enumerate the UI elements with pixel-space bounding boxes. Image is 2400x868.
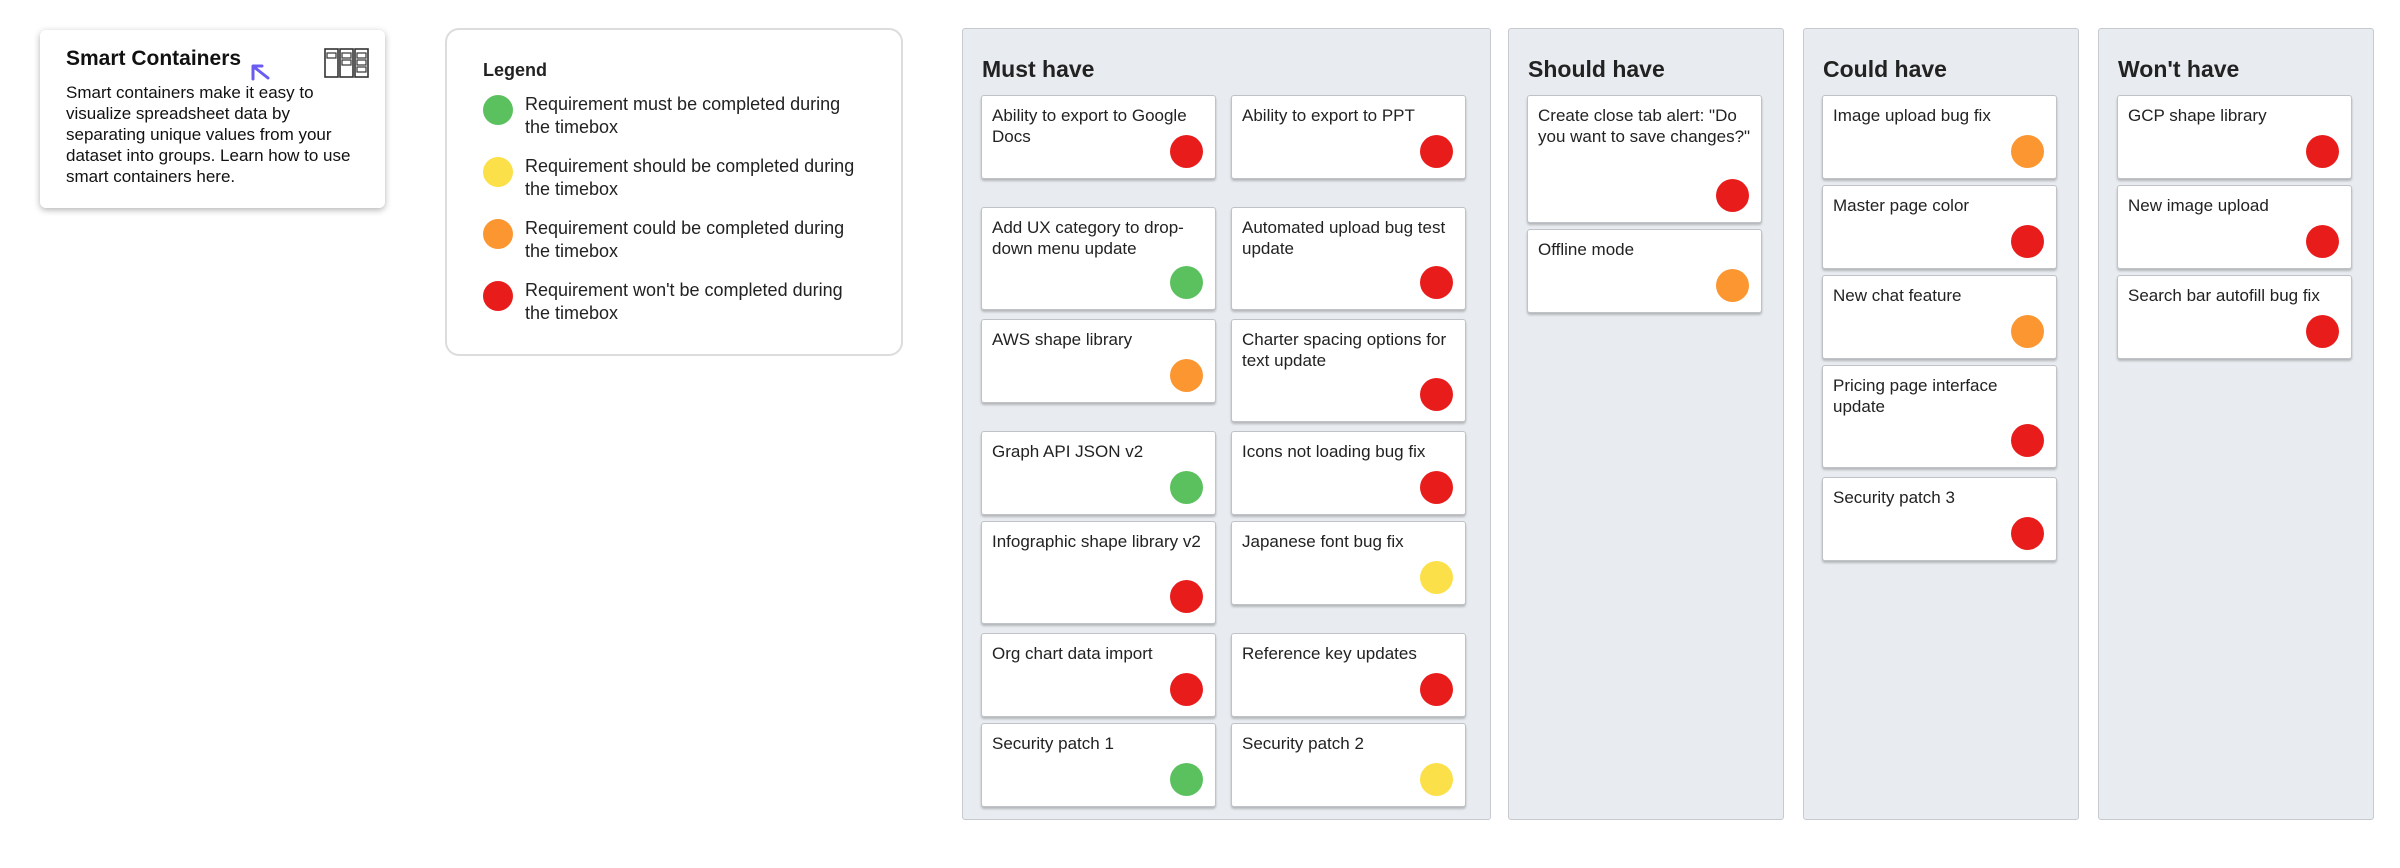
lane-title: Won't have <box>2118 56 2240 82</box>
card-title: Master page color <box>1833 196 1970 215</box>
requirement-card[interactable]: GCP shape library <box>2117 95 2352 179</box>
legend-item-label: Requirement must be completed during the… <box>525 94 841 137</box>
lane-could-have[interactable]: Could have Image upload bug fix Master pa… <box>1803 28 2079 820</box>
priority-dot-icon <box>1170 673 1203 706</box>
requirement-card[interactable]: AWS shape library <box>981 319 1216 403</box>
priority-dot-icon <box>1716 179 1749 212</box>
requirement-card[interactable]: Security patch 3 <box>1822 477 2057 561</box>
priority-dot-icon <box>2011 135 2044 168</box>
requirement-card[interactable]: Org chart data import <box>981 633 1216 717</box>
card-title: Security patch 3 <box>1833 488 1955 507</box>
requirement-card[interactable]: Create close tab alert: "Do you want to … <box>1527 95 1762 223</box>
lane-should-have[interactable]: Should have Create close tab alert: "Do … <box>1508 28 1784 820</box>
legend-item: Requirement must be completed during the… <box>483 93 865 155</box>
card-title: Ability to export to Google Docs <box>992 106 1187 146</box>
card-title: New chat feature <box>1833 286 1962 305</box>
card-title: Graph API JSON v2 <box>992 442 1144 461</box>
requirement-card[interactable]: Search bar autofill bug fix <box>2117 275 2352 359</box>
legend-item-label: Requirement won't be completed during th… <box>525 280 843 323</box>
requirement-card[interactable]: Add UX category to drop-down menu update <box>981 207 1216 310</box>
requirement-card[interactable]: Infographic shape library v2 <box>981 521 1216 624</box>
requirement-card[interactable]: Offline mode <box>1527 229 1762 313</box>
smart-containers-info-card: Smart Containers Smart containers make i… <box>40 30 385 208</box>
card-title: Infographic shape library v2 <box>992 532 1201 551</box>
priority-dot-icon <box>2306 135 2339 168</box>
priority-dot-icon <box>1170 359 1203 392</box>
smart-container-icon[interactable] <box>324 48 370 78</box>
card-title: Image upload bug fix <box>1833 106 1991 125</box>
requirement-card[interactable]: Icons not loading bug fix <box>1231 431 1466 515</box>
card-title: Add UX category to drop-down menu update <box>992 218 1184 258</box>
requirement-card[interactable]: Ability to export to PPT <box>1231 95 1466 179</box>
legend: Legend Requirement must be completed dur… <box>445 28 903 356</box>
requirement-card[interactable]: Charter spacing options for text update <box>1231 319 1466 422</box>
priority-dot-icon <box>1716 269 1749 302</box>
info-title: Smart Containers <box>66 47 242 70</box>
legend-item: Requirement should be completed during t… <box>483 155 865 217</box>
card-title: Ability to export to PPT <box>1242 106 1415 125</box>
lane-title: Must have <box>982 56 1095 82</box>
priority-dot-icon <box>2306 315 2339 348</box>
requirement-card[interactable]: Japanese font bug fix <box>1231 521 1466 605</box>
priority-dot-icon <box>1420 378 1453 411</box>
priority-dot-icon <box>2306 225 2339 258</box>
info-text: Smart containers make it easy to visuali… <box>66 83 351 186</box>
priority-dot-icon <box>1420 135 1453 168</box>
card-title: Pricing page interface update <box>1833 376 1998 416</box>
priority-dot-icon <box>483 157 513 187</box>
priority-dot-icon <box>1420 471 1453 504</box>
priority-dot-icon <box>1420 266 1453 299</box>
legend-title: Legend <box>483 60 548 80</box>
legend-item: Requirement won't be completed during th… <box>483 279 865 341</box>
priority-dot-icon <box>2011 315 2044 348</box>
priority-dot-icon <box>483 281 513 311</box>
priority-dot-icon <box>1170 580 1203 613</box>
cursor-icon <box>251 64 270 81</box>
requirement-card[interactable]: Image upload bug fix <box>1822 95 2057 179</box>
requirement-card[interactable]: Security patch 2 <box>1231 723 1466 807</box>
priority-dot-icon <box>483 95 513 125</box>
card-title: Security patch 2 <box>1242 734 1364 753</box>
priority-dot-icon <box>1170 135 1203 168</box>
card-title: Icons not loading bug fix <box>1242 442 1426 461</box>
priority-dot-icon <box>1420 673 1453 706</box>
lane-title: Could have <box>1823 56 1947 82</box>
card-title: Security patch 1 <box>992 734 1114 753</box>
priority-dot-icon <box>1170 266 1203 299</box>
priority-dot-icon <box>483 219 513 249</box>
requirement-card[interactable]: Graph API JSON v2 <box>981 431 1216 515</box>
priority-dot-icon <box>1420 763 1453 796</box>
priority-dot-icon <box>2011 225 2044 258</box>
requirement-card[interactable]: New chat feature <box>1822 275 2057 359</box>
card-title: Create close tab alert: "Do you want to … <box>1538 106 1751 146</box>
card-title: Org chart data import <box>992 644 1153 663</box>
legend-item-label: Requirement could be completed during th… <box>525 218 845 261</box>
requirement-card[interactable]: Reference key updates <box>1231 633 1466 717</box>
lane-wont-have[interactable]: Won't have GCP shape library New image up… <box>2098 28 2374 820</box>
card-title: GCP shape library <box>2128 106 2267 125</box>
lane-title: Should have <box>1528 56 1665 82</box>
requirement-card[interactable]: Ability to export to Google Docs <box>981 95 1216 179</box>
card-title: Automated upload bug test update <box>1242 218 1446 258</box>
lane-must-have[interactable]: Must have Ability to export to Google Do… <box>962 28 1491 820</box>
legend-item: Requirement could be completed during th… <box>483 217 865 279</box>
card-title: Charter spacing options for text update <box>1242 330 1447 370</box>
requirement-card[interactable]: Master page color <box>1822 185 2057 269</box>
priority-dot-icon <box>1420 561 1453 594</box>
requirement-card[interactable]: New image upload <box>2117 185 2352 269</box>
card-title: Reference key updates <box>1242 644 1417 663</box>
priority-dot-icon <box>2011 424 2044 457</box>
requirement-card[interactable]: Automated upload bug test update <box>1231 207 1466 310</box>
requirement-card[interactable]: Security patch 1 <box>981 723 1216 807</box>
priority-dot-icon <box>1170 471 1203 504</box>
card-title: Japanese font bug fix <box>1242 532 1404 551</box>
requirement-card[interactable]: Pricing page interface update <box>1822 365 2057 468</box>
card-title: Offline mode <box>1538 240 1635 259</box>
priority-dot-icon <box>2011 517 2044 550</box>
priority-dot-icon <box>1170 763 1203 796</box>
card-title: AWS shape library <box>992 330 1133 349</box>
card-title: New image upload <box>2128 196 2269 215</box>
card-title: Search bar autofill bug fix <box>2128 286 2320 305</box>
legend-item-label: Requirement should be completed during t… <box>525 156 855 199</box>
